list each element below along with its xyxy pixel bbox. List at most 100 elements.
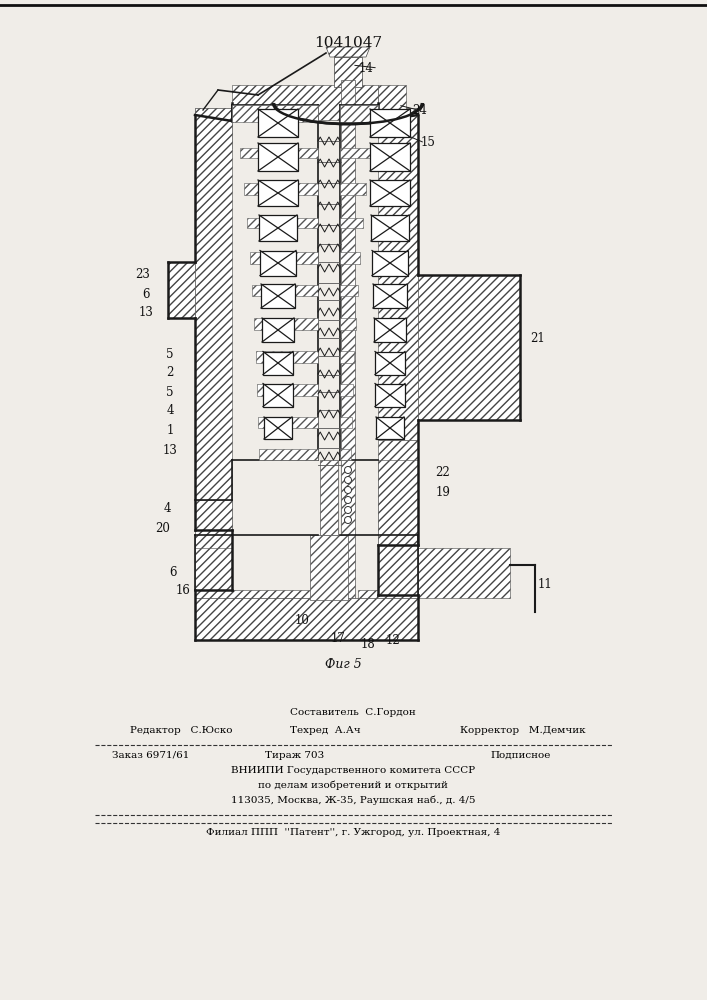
Text: Заказ 6971/61: Заказ 6971/61 (112, 751, 189, 760)
Text: Корректор   М.Демчик: Корректор М.Демчик (460, 726, 585, 735)
Text: 12: 12 (385, 634, 400, 647)
Text: 4: 4 (163, 502, 171, 514)
Polygon shape (244, 183, 318, 195)
Text: 17: 17 (331, 632, 346, 645)
Polygon shape (247, 218, 318, 228)
Text: 4: 4 (166, 404, 174, 418)
Text: 6: 6 (142, 288, 150, 302)
Polygon shape (340, 105, 378, 122)
Polygon shape (195, 598, 418, 640)
Text: 24: 24 (413, 104, 428, 116)
Text: 113035, Москва, Ж-35, Раушская наб., д. 4/5: 113035, Москва, Ж-35, Раушская наб., д. … (230, 796, 475, 805)
Text: 6: 6 (169, 566, 177, 578)
Text: 16: 16 (175, 584, 190, 596)
Polygon shape (168, 262, 195, 318)
Polygon shape (195, 590, 338, 635)
Text: 5: 5 (166, 386, 174, 399)
Polygon shape (340, 417, 352, 428)
Polygon shape (378, 460, 418, 595)
Polygon shape (232, 105, 318, 122)
Text: 13: 13 (163, 444, 177, 456)
Polygon shape (195, 108, 232, 530)
Polygon shape (340, 285, 358, 296)
Polygon shape (263, 352, 293, 374)
Polygon shape (240, 148, 318, 158)
Polygon shape (254, 318, 318, 330)
Text: Тираж 703: Тираж 703 (265, 751, 325, 760)
Polygon shape (334, 57, 362, 87)
Polygon shape (258, 417, 318, 428)
Polygon shape (375, 352, 405, 374)
Polygon shape (195, 108, 232, 148)
Polygon shape (373, 284, 407, 308)
Polygon shape (340, 449, 351, 460)
Circle shape (344, 506, 351, 514)
Text: ВНИИПИ Государственного комитета СССР: ВНИИПИ Государственного комитета СССР (231, 766, 475, 775)
Polygon shape (370, 180, 410, 206)
Polygon shape (378, 440, 418, 545)
Circle shape (344, 477, 351, 484)
Circle shape (344, 496, 351, 504)
Polygon shape (378, 85, 406, 127)
Text: Составитель  С.Гордон: Составитель С.Гордон (290, 708, 416, 717)
Polygon shape (195, 530, 232, 590)
Text: Редактор   С.Юско: Редактор С.Юско (130, 726, 233, 735)
Text: 18: 18 (361, 639, 375, 652)
Text: Филиал ППП  ''Патент'', г. Ужгород, ул. Проектная, 4: Филиал ППП ''Патент'', г. Ужгород, ул. П… (206, 828, 500, 837)
Polygon shape (370, 109, 410, 137)
Text: по делам изобретений и открытий: по делам изобретений и открытий (258, 780, 448, 790)
Text: 5: 5 (166, 349, 174, 361)
Text: Подписное: Подписное (490, 751, 550, 760)
Polygon shape (256, 351, 318, 363)
Text: 19: 19 (436, 486, 450, 498)
Circle shape (344, 487, 351, 493)
Polygon shape (326, 47, 370, 57)
Polygon shape (378, 545, 418, 595)
Text: Фиг 5: Фиг 5 (325, 658, 361, 672)
Polygon shape (370, 143, 410, 171)
Polygon shape (340, 384, 353, 396)
Polygon shape (232, 85, 378, 120)
Polygon shape (340, 351, 354, 363)
Polygon shape (195, 500, 232, 548)
Text: 21: 21 (531, 332, 545, 344)
Polygon shape (259, 215, 297, 241)
Text: 11: 11 (537, 578, 552, 591)
Polygon shape (250, 252, 318, 264)
Polygon shape (263, 383, 293, 406)
Polygon shape (258, 109, 298, 137)
Text: 13: 13 (139, 306, 153, 318)
Polygon shape (371, 215, 409, 241)
Text: 15: 15 (421, 136, 436, 149)
Polygon shape (340, 148, 370, 158)
Polygon shape (257, 384, 318, 396)
Polygon shape (376, 417, 404, 439)
Polygon shape (340, 252, 360, 264)
Text: 22: 22 (436, 466, 450, 480)
Polygon shape (340, 183, 366, 195)
Text: 2: 2 (166, 366, 174, 379)
Polygon shape (375, 383, 405, 406)
Polygon shape (418, 275, 520, 420)
Polygon shape (378, 108, 418, 440)
Polygon shape (340, 318, 356, 330)
Polygon shape (262, 318, 294, 342)
Polygon shape (264, 417, 292, 439)
Text: 20: 20 (156, 522, 170, 534)
Text: Техред  А.Ач: Техред А.Ач (290, 726, 361, 735)
Text: 14: 14 (358, 62, 373, 75)
Circle shape (344, 516, 351, 524)
Text: 10: 10 (295, 613, 310, 626)
Polygon shape (374, 318, 406, 342)
Polygon shape (341, 80, 355, 598)
Polygon shape (259, 449, 318, 460)
Text: 1: 1 (166, 424, 174, 436)
Circle shape (344, 466, 351, 474)
Polygon shape (372, 250, 408, 275)
Polygon shape (320, 460, 338, 535)
Polygon shape (261, 284, 295, 308)
Text: 23: 23 (136, 268, 151, 282)
Polygon shape (340, 218, 363, 228)
Polygon shape (258, 143, 298, 171)
Text: 1041047: 1041047 (314, 36, 382, 50)
